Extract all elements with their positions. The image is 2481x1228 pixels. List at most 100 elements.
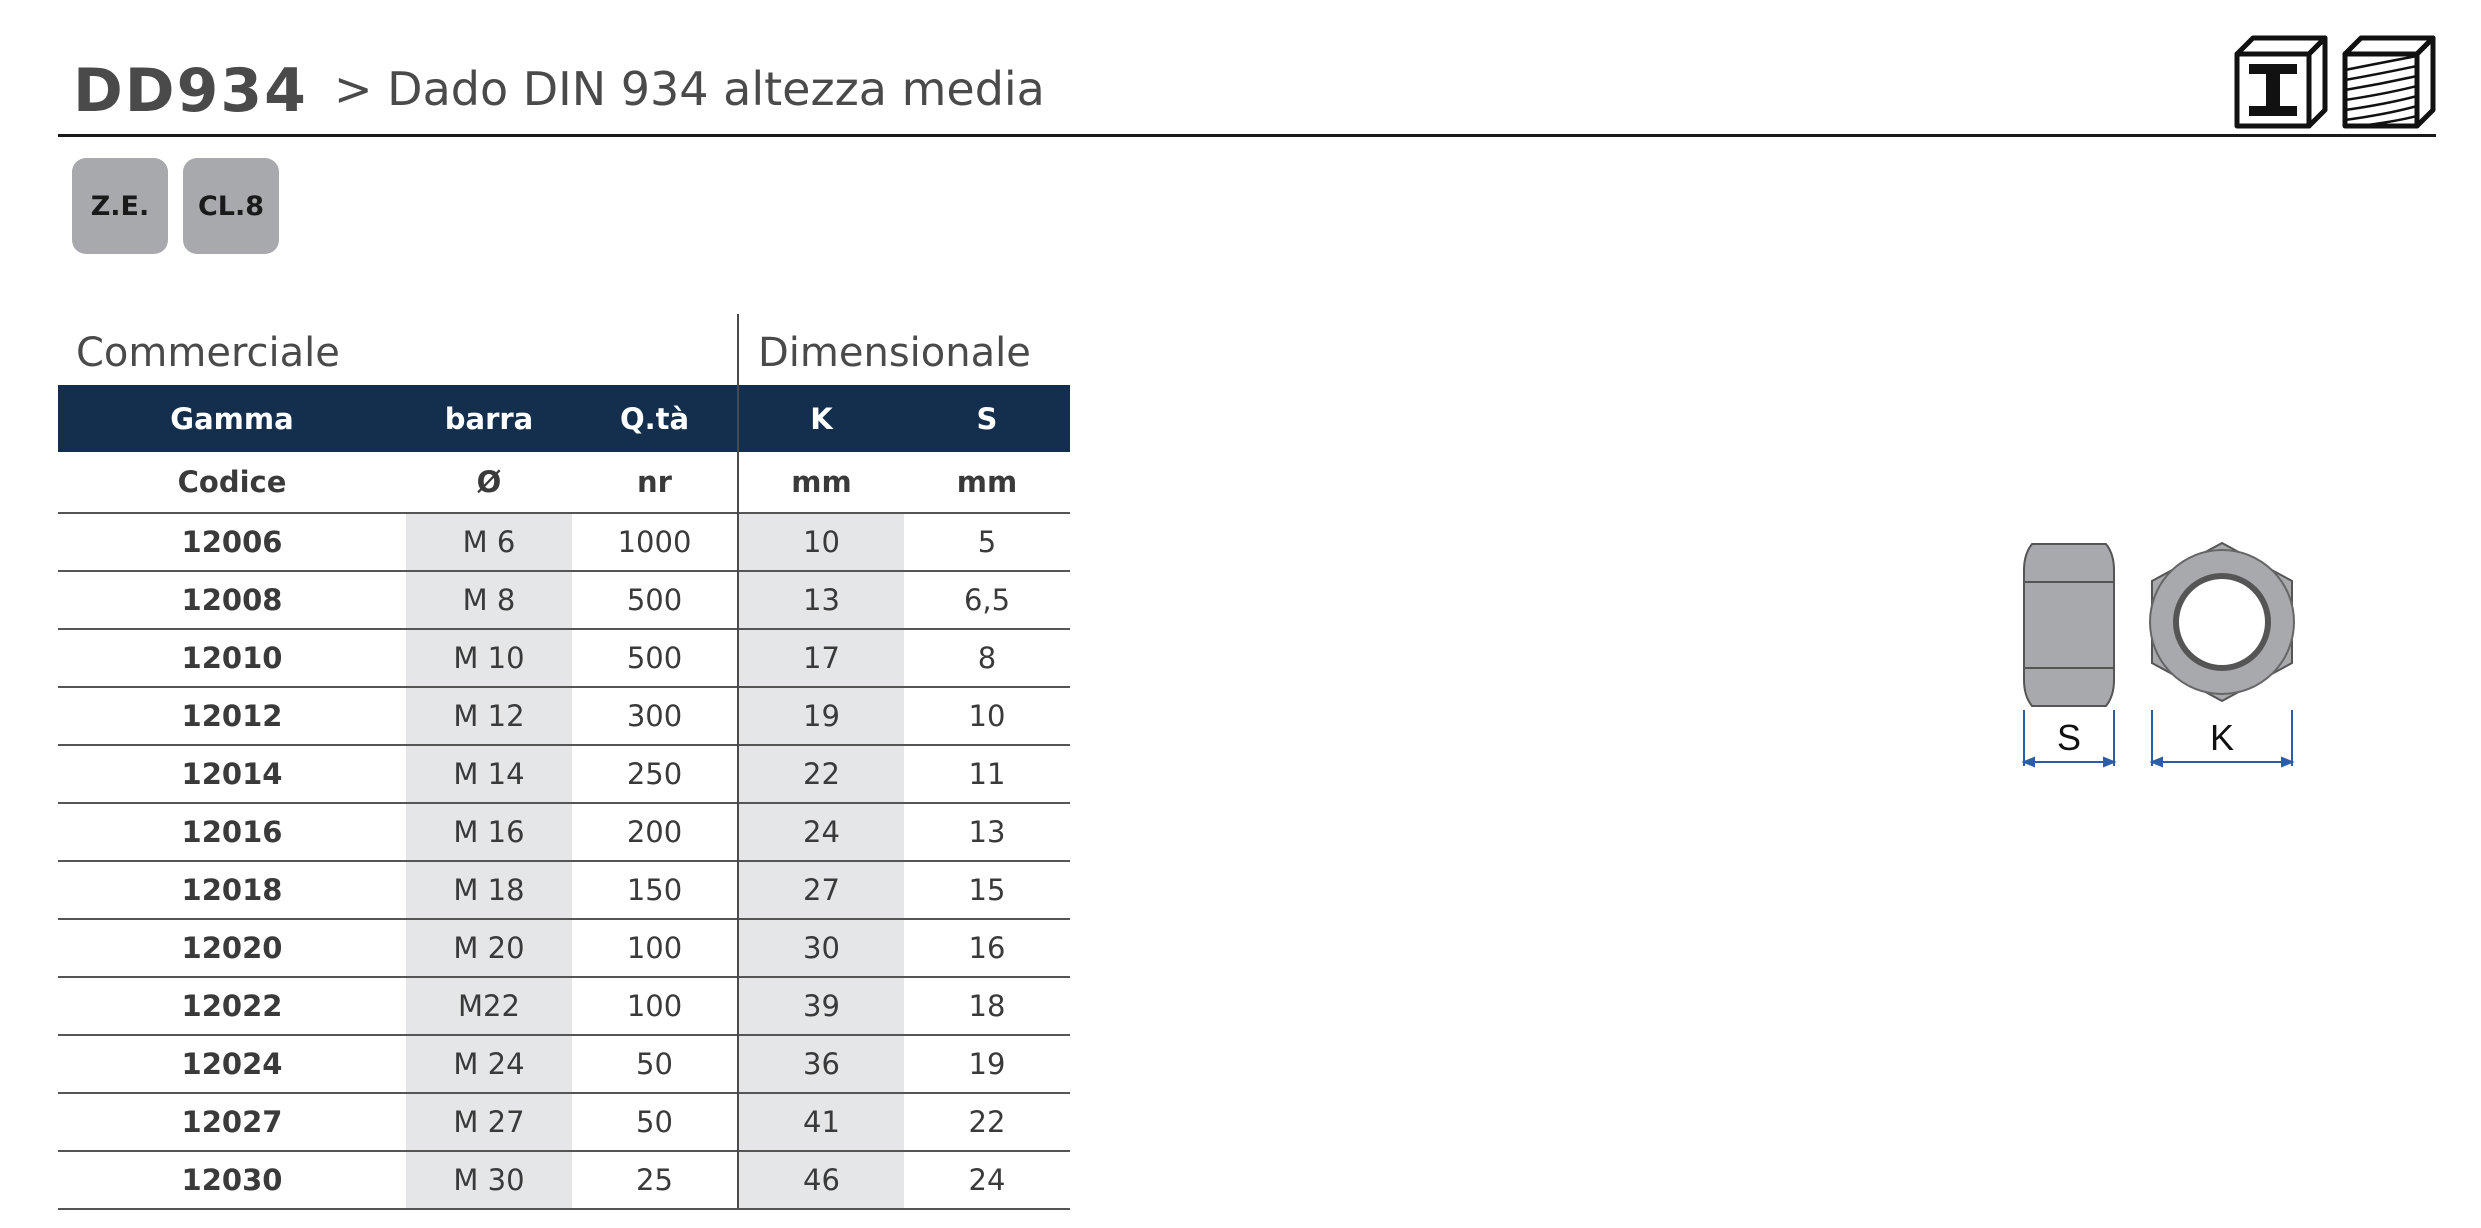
cell-barra: M22 [406,977,572,1036]
cell-barra: M 14 [406,745,572,804]
cell-k: 22 [738,745,904,804]
cell-codice: 12022 [58,977,406,1036]
cell-k: 13 [738,571,904,630]
table-row: 12018 M 18 150 27 15 [58,861,1070,920]
unit-k-mm: mm [738,452,904,514]
wood-icon-wrapper [2335,30,2445,134]
header-barra: barra [406,385,572,452]
cell-qta: 100 [572,977,739,1036]
cell-qta: 50 [572,1093,739,1152]
unit-codice: Codice [58,452,406,514]
cell-codice: 12024 [58,1035,406,1094]
cell-k: 36 [738,1035,904,1094]
cell-k: 10 [738,513,904,572]
cell-qta: 250 [572,745,739,804]
table-row: 12024 M 24 50 36 19 [58,1035,1070,1094]
cell-barra: M 20 [406,919,572,978]
product-subtitle: > Dado DIN 934 altezza media [334,62,1045,116]
cell-barra: M 8 [406,571,572,630]
cell-qta: 150 [572,861,739,920]
cell-s: 5 [904,513,1070,572]
cell-codice: 12012 [58,687,406,746]
unit-diameter: Ø [406,452,572,514]
cell-qta: 1000 [572,513,739,572]
unit-nr: nr [572,452,739,514]
cell-qta: 500 [572,629,739,688]
header-k: K [738,385,904,452]
cell-s: 24 [904,1151,1070,1210]
nut-side-view [2023,543,2115,707]
cell-qta: 300 [572,687,739,746]
table-row: 12027 M 27 50 41 22 [58,1093,1070,1152]
cell-codice: 12010 [58,629,406,688]
cell-qta: 100 [572,919,739,978]
nut-diagram: S K [2000,530,2300,784]
cell-k: 24 [738,803,904,862]
table-row: 12012 M 12 300 19 10 [58,687,1070,746]
cell-barra: M 24 [406,1035,572,1094]
cell-codice: 12018 [58,861,406,920]
product-code: DD934 [73,56,308,126]
dimension-lines [2021,710,2295,768]
cell-s: 10 [904,687,1070,746]
cell-s: 11 [904,745,1070,804]
cell-barra: M 30 [406,1151,572,1210]
wood-grain-icon [2342,35,2436,129]
table-row: 12008 M 8 500 13 6,5 [58,571,1070,630]
cell-k: 27 [738,861,904,920]
hex-nut-drawing: S K [2021,541,2295,768]
table-row: 12016 M 16 200 24 13 [58,803,1070,862]
cell-codice: 12008 [58,571,406,630]
section-divider [737,314,739,1182]
cell-k: 39 [738,977,904,1036]
table-row: 12030 M 30 25 46 24 [58,1151,1070,1210]
label-s: S [2057,717,2081,758]
cell-s: 6,5 [904,571,1070,630]
cell-barra: M 12 [406,687,572,746]
cell-s: 18 [904,977,1070,1036]
section-dimensionale: Dimensionale [758,330,1031,376]
material-icons [2225,30,2445,134]
header-s: S [904,385,1070,452]
cell-barra: M 27 [406,1093,572,1152]
cell-barra: M 6 [406,513,572,572]
cell-barra: M 16 [406,803,572,862]
cell-codice: 12006 [58,513,406,572]
cell-barra: M 10 [406,629,572,688]
table-units-row: Codice Ø nr mm mm [58,452,1070,514]
cell-k: 17 [738,629,904,688]
badge-class: CL.8 [183,158,279,254]
table-header-row: Gamma barra Q.tà K S [58,385,1070,452]
cell-codice: 12030 [58,1151,406,1210]
spec-table: Gamma barra Q.tà K S Codice Ø nr mm mm 1… [58,385,1070,1210]
cell-barra: M 18 [406,861,572,920]
cell-codice: 12027 [58,1093,406,1152]
cell-k: 46 [738,1151,904,1210]
cell-s: 15 [904,861,1070,920]
cell-s: 16 [904,919,1070,978]
cell-s: 13 [904,803,1070,862]
cell-qta: 200 [572,803,739,862]
header-gamma: Gamma [58,385,406,452]
cell-qta: 500 [572,571,739,630]
badge-zinc: Z.E. [72,158,168,254]
table-row: 12006 M 6 1000 10 5 [58,513,1070,572]
table-row: 12010 M 10 500 17 8 [58,629,1070,688]
cell-k: 30 [738,919,904,978]
cell-codice: 12014 [58,745,406,804]
cell-qta: 25 [572,1151,739,1210]
cell-codice: 12016 [58,803,406,862]
header-qta: Q.tà [572,385,739,452]
label-k: K [2210,717,2234,758]
section-commerciale: Commerciale [76,330,340,376]
header-rule [58,134,2436,137]
cell-s: 22 [904,1093,1070,1152]
cell-qta: 50 [572,1035,739,1094]
unit-s-mm: mm [904,452,1070,514]
table-row: 12014 M 14 250 22 11 [58,745,1070,804]
cell-k: 41 [738,1093,904,1152]
cell-k: 19 [738,687,904,746]
cell-s: 8 [904,629,1070,688]
steel-beam-icon [2234,35,2328,129]
nut-top-view [2149,541,2295,703]
